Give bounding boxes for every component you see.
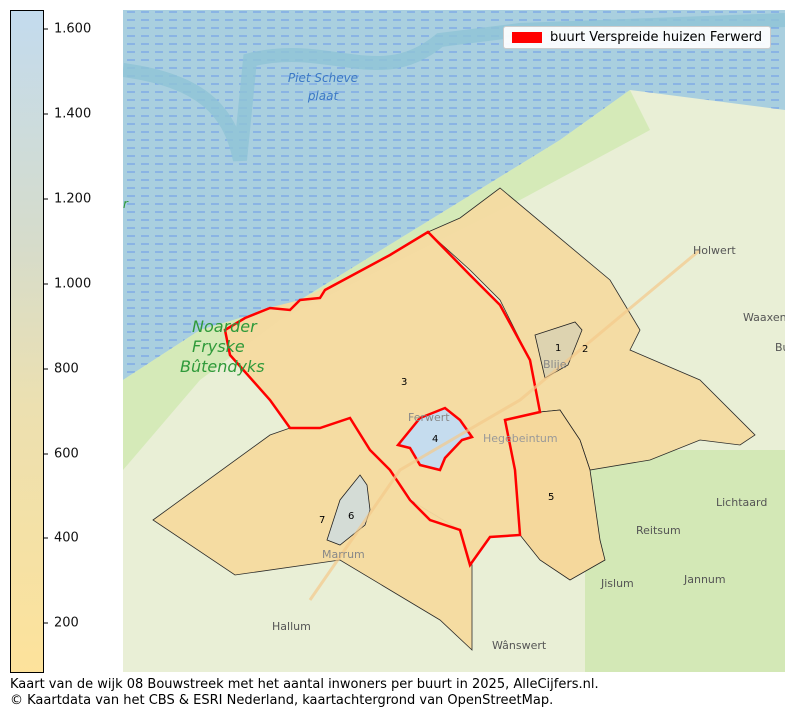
place-label: Noarder — [192, 317, 258, 336]
place-label: Holwert — [693, 244, 736, 257]
fields — [585, 450, 785, 672]
colorbar-tick: 400 — [43, 531, 79, 546]
salt-marsh — [123, 90, 650, 470]
place-label: Lichtaard — [716, 496, 767, 509]
place-label: plaat — [307, 89, 340, 103]
place-label: Hegebeintum — [483, 432, 558, 445]
region-3[interactable] — [225, 232, 540, 565]
map-legend: buurt Verspreide huizen Ferwerd — [503, 26, 771, 49]
region-label: 2 — [582, 344, 588, 355]
place-label: Jislum — [600, 577, 634, 590]
place-label: Piet Scheve — [288, 71, 358, 85]
caption-line: Kaart van de wijk 08 Bouwstreek met het … — [10, 677, 599, 692]
place-label: Ferwert — [408, 411, 450, 424]
place-label: r — [123, 197, 129, 211]
place-label: Hallum — [272, 620, 311, 633]
place-label: Bu — [775, 341, 785, 354]
place-label: Bûtendyks — [180, 357, 265, 376]
region-label: 3 — [401, 377, 407, 388]
region-label: 1 — [555, 343, 561, 354]
colorbar-tick: 800 — [43, 362, 79, 377]
colorbar-tick: 1.600 — [43, 22, 91, 37]
caption: Kaart van de wijk 08 Bouwstreek met het … — [10, 677, 599, 709]
place-label: Blije — [543, 358, 567, 371]
colorbar-tick: 1.400 — [43, 107, 91, 122]
legend-label: buurt Verspreide huizen Ferwerd — [550, 30, 762, 45]
legend-swatch — [512, 32, 542, 43]
region-label: 5 — [548, 492, 554, 503]
place-label: Jannum — [683, 573, 726, 586]
region-label: 4 — [432, 434, 438, 445]
place-label: Marrum — [322, 548, 365, 561]
channel — [123, 13, 785, 162]
region-label: 6 — [348, 511, 354, 522]
place-label: Waaxens — [743, 311, 785, 324]
colorbar-tick: 600 — [43, 447, 79, 462]
place-label: Wânswert — [492, 639, 547, 652]
place-label: Fryske — [192, 337, 245, 356]
colorbar-tick: 1.200 — [43, 192, 91, 207]
buurt-outline — [223, 230, 542, 568]
road — [308, 248, 701, 601]
wadden-sea — [123, 10, 785, 380]
colorbar-tick: 1.000 — [43, 277, 91, 292]
region-label: 7 — [319, 515, 325, 526]
colorbar-tick: 200 — [43, 616, 79, 631]
region-blije[interactable] — [534, 321, 583, 379]
colorbar — [10, 10, 44, 673]
caption-credit: © Kaartdata van het CBS & ESRI Nederland… — [10, 693, 554, 708]
map[interactable]: Piet Scheve plaat Noarder Fryske Bûtendy… — [123, 10, 785, 672]
place-label: Reitsum — [636, 524, 681, 537]
